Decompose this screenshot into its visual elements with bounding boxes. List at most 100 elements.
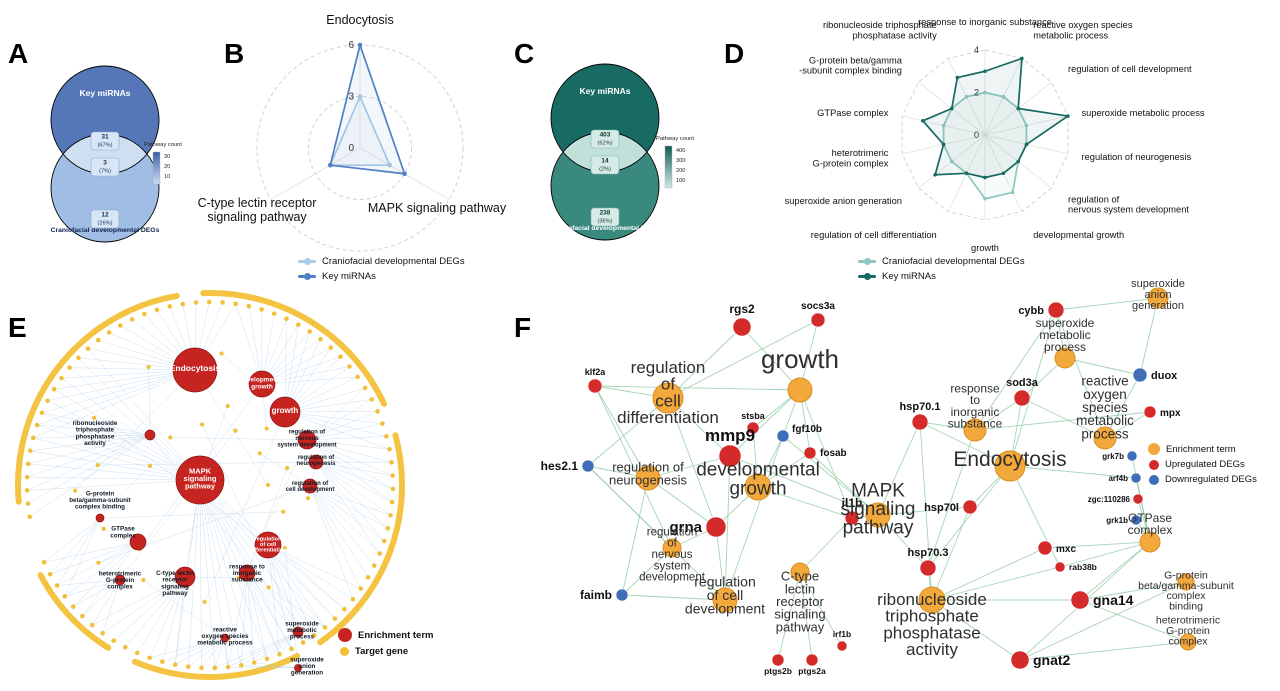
edge-line	[82, 541, 139, 617]
edge-line	[261, 376, 358, 385]
term-label: regulation of cell development	[685, 573, 765, 616]
target-gene-dot	[375, 409, 380, 414]
edge-line	[782, 435, 879, 516]
legend-label: Key miRNAs	[322, 271, 376, 282]
edge-line	[162, 576, 186, 662]
colorbar-tick: 10	[164, 174, 170, 180]
edge-line	[309, 485, 380, 554]
enrichment-term-node	[129, 533, 147, 551]
edge-line	[729, 389, 801, 457]
enrichment-term-node	[302, 478, 318, 494]
edge-line	[777, 571, 801, 661]
target-gene-dot	[180, 301, 186, 307]
colorbar-tick: 100	[676, 178, 685, 184]
edge-line	[647, 455, 731, 479]
term-label: heterotrimeric G-protein complex	[99, 570, 142, 590]
upregulated-deg-node	[746, 421, 760, 435]
edge-line	[1009, 465, 1061, 568]
edge-line	[284, 411, 390, 450]
edge-line	[27, 479, 201, 491]
edge-line	[309, 485, 385, 542]
edge-line	[33, 369, 196, 439]
enrichment-term-node	[95, 513, 105, 523]
edge-line	[33, 434, 151, 439]
edge-line	[1059, 541, 1151, 568]
edge-line	[143, 579, 226, 639]
gene-label: hes2.1	[541, 459, 579, 473]
target-gene-dot-icon	[340, 647, 349, 656]
target-gene-dot	[225, 664, 231, 670]
edge-line	[228, 666, 299, 669]
edge-line	[246, 572, 326, 628]
edge-line	[50, 517, 101, 575]
edge-line	[927, 429, 976, 569]
edge-line	[188, 637, 226, 667]
term-label: superoxide anion generation	[290, 656, 324, 676]
series-polygon	[329, 95, 391, 167]
enrichment-term-node	[269, 396, 301, 428]
upregulated-deg-node	[1070, 590, 1090, 610]
target-gene-dot	[219, 351, 224, 356]
term-label: reactive oxygen species metabolic process	[1076, 374, 1134, 442]
enrichment-term-node	[248, 370, 276, 398]
series-point	[1016, 159, 1021, 164]
target-gene-dot	[266, 585, 271, 590]
legend-label: Downregulated DEGs	[1165, 474, 1257, 485]
edge-line	[306, 439, 390, 450]
enrichment-term-node	[172, 347, 218, 393]
term-label: G-protein beta/gamma-subunit complex bindin…	[1138, 570, 1234, 613]
series-point	[964, 94, 969, 99]
edge-line	[149, 576, 186, 658]
edge-line	[315, 461, 385, 542]
term-label: GTPase complex	[110, 526, 136, 540]
edge-line	[1019, 581, 1187, 661]
edge-line	[799, 389, 853, 519]
edge-line	[1044, 541, 1151, 549]
edge-line	[201, 637, 226, 668]
enrichment-term-node	[297, 430, 317, 450]
series-polygon	[921, 57, 1069, 179]
value-box	[590, 129, 620, 149]
target-gene-dot	[27, 514, 33, 520]
edge-line	[267, 544, 280, 655]
target-gene-dot	[212, 665, 218, 671]
target-gene-dot	[306, 496, 311, 501]
axis-label: regulation of neurogenesis	[1082, 152, 1192, 162]
downregulated-deg-node	[581, 459, 595, 473]
target-gene-dot	[277, 652, 282, 657]
gene-label: ptgs2a	[798, 666, 826, 676]
edge-line	[309, 485, 388, 529]
series-point	[983, 69, 987, 74]
edge-line	[667, 326, 743, 399]
value-box	[90, 157, 120, 177]
edge-line	[315, 461, 391, 516]
legend-item-degs: Craniofacial developmental DEGs	[858, 256, 1025, 267]
edge-line	[64, 541, 139, 597]
edge-line	[214, 637, 226, 669]
value-box	[90, 131, 120, 151]
legend-label: Target gene	[355, 646, 409, 657]
target-gene-dot	[193, 300, 199, 305]
edge-line	[741, 326, 801, 391]
edge-line	[877, 506, 971, 516]
edge-line	[799, 517, 853, 573]
target-gene-dot	[233, 301, 238, 307]
downregulated-deg-node	[1132, 367, 1148, 383]
edge-line	[175, 637, 226, 665]
target-gene-dot	[220, 300, 225, 305]
upregulated-deg-node	[919, 559, 937, 577]
edge-line	[149, 434, 269, 588]
term-label: C-type lectin receptor signaling pathway	[774, 569, 825, 635]
panel-label-e: E	[8, 312, 27, 343]
edge-line	[30, 434, 151, 452]
edge-line	[306, 436, 387, 441]
enrichment-term-dot-icon	[338, 628, 352, 642]
legend-item-key-mirnas: Key miRNAs	[298, 271, 465, 282]
edge-line	[284, 548, 299, 669]
term-label: ribonucleoside triphosphate phosphatase act…	[877, 590, 987, 659]
edge-line	[162, 637, 226, 662]
enrichment-term-node	[1054, 347, 1076, 369]
edge-line	[41, 369, 196, 413]
gene-label: fosab	[820, 448, 847, 459]
enrichment-term-node	[652, 382, 684, 414]
